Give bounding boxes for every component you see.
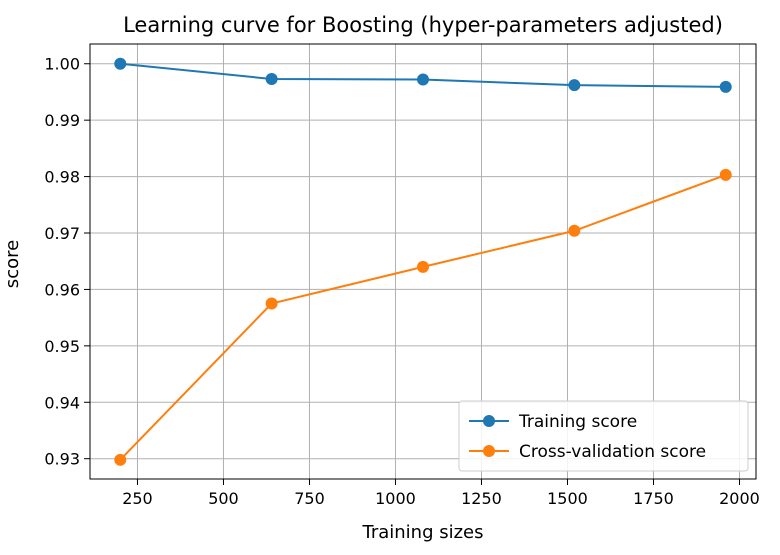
x-tick-label: 250 [122, 489, 153, 508]
training-score-point [114, 57, 127, 70]
cross-validation-score-point [114, 453, 127, 466]
x-tick-label: 1750 [633, 489, 674, 508]
chart-legend: Training score Cross-validation score [458, 400, 749, 472]
grid-layer [90, 44, 756, 479]
x-tick-label: 500 [208, 489, 239, 508]
chart-title: Learning curve for Boosting (hyper-param… [123, 13, 723, 37]
plot-area-frame [89, 43, 757, 480]
series-layer [114, 57, 732, 466]
y-tick-label: 0.96 [44, 280, 80, 299]
y-tick-label: 0.94 [44, 393, 80, 412]
y-tick-label: 0.95 [44, 337, 80, 356]
y-tick-label: 0.97 [44, 224, 80, 243]
legend-training-score-marker [483, 415, 495, 427]
x-axis-label: Training sizes [361, 522, 483, 543]
x-tick-label: 1250 [461, 489, 502, 508]
y-tick-label: 1.00 [44, 55, 80, 74]
training-score-point [265, 72, 278, 85]
y-tick-label: 0.98 [44, 168, 80, 187]
training-score-point [417, 73, 429, 86]
y-tick-label: 0.93 [44, 450, 80, 469]
training-score-point [719, 80, 732, 93]
cross-validation-score-point [719, 168, 732, 181]
cross-validation-score-point [417, 260, 429, 273]
tick-layer: 250 500 750 1000 1250 1500 1750 2000 0.93 0.94 0.9… [44, 55, 759, 508]
legend-label: Training score [518, 412, 637, 432]
training-score-point [568, 79, 581, 92]
legend-box [458, 400, 749, 472]
x-tick-label: 2000 [719, 489, 760, 508]
x-tick-label: 750 [294, 489, 325, 508]
x-tick-label: 1500 [547, 489, 588, 508]
y-tick-label: 0.99 [44, 111, 80, 130]
x-tick-label: 1000 [375, 489, 416, 508]
legend-cross-validation-score-marker [483, 445, 495, 457]
cross-validation-score-point [568, 224, 581, 237]
cross-validation-score-point [265, 297, 278, 310]
legend-label: Cross-validation score [519, 442, 706, 462]
y-axis-label: score [2, 240, 23, 288]
